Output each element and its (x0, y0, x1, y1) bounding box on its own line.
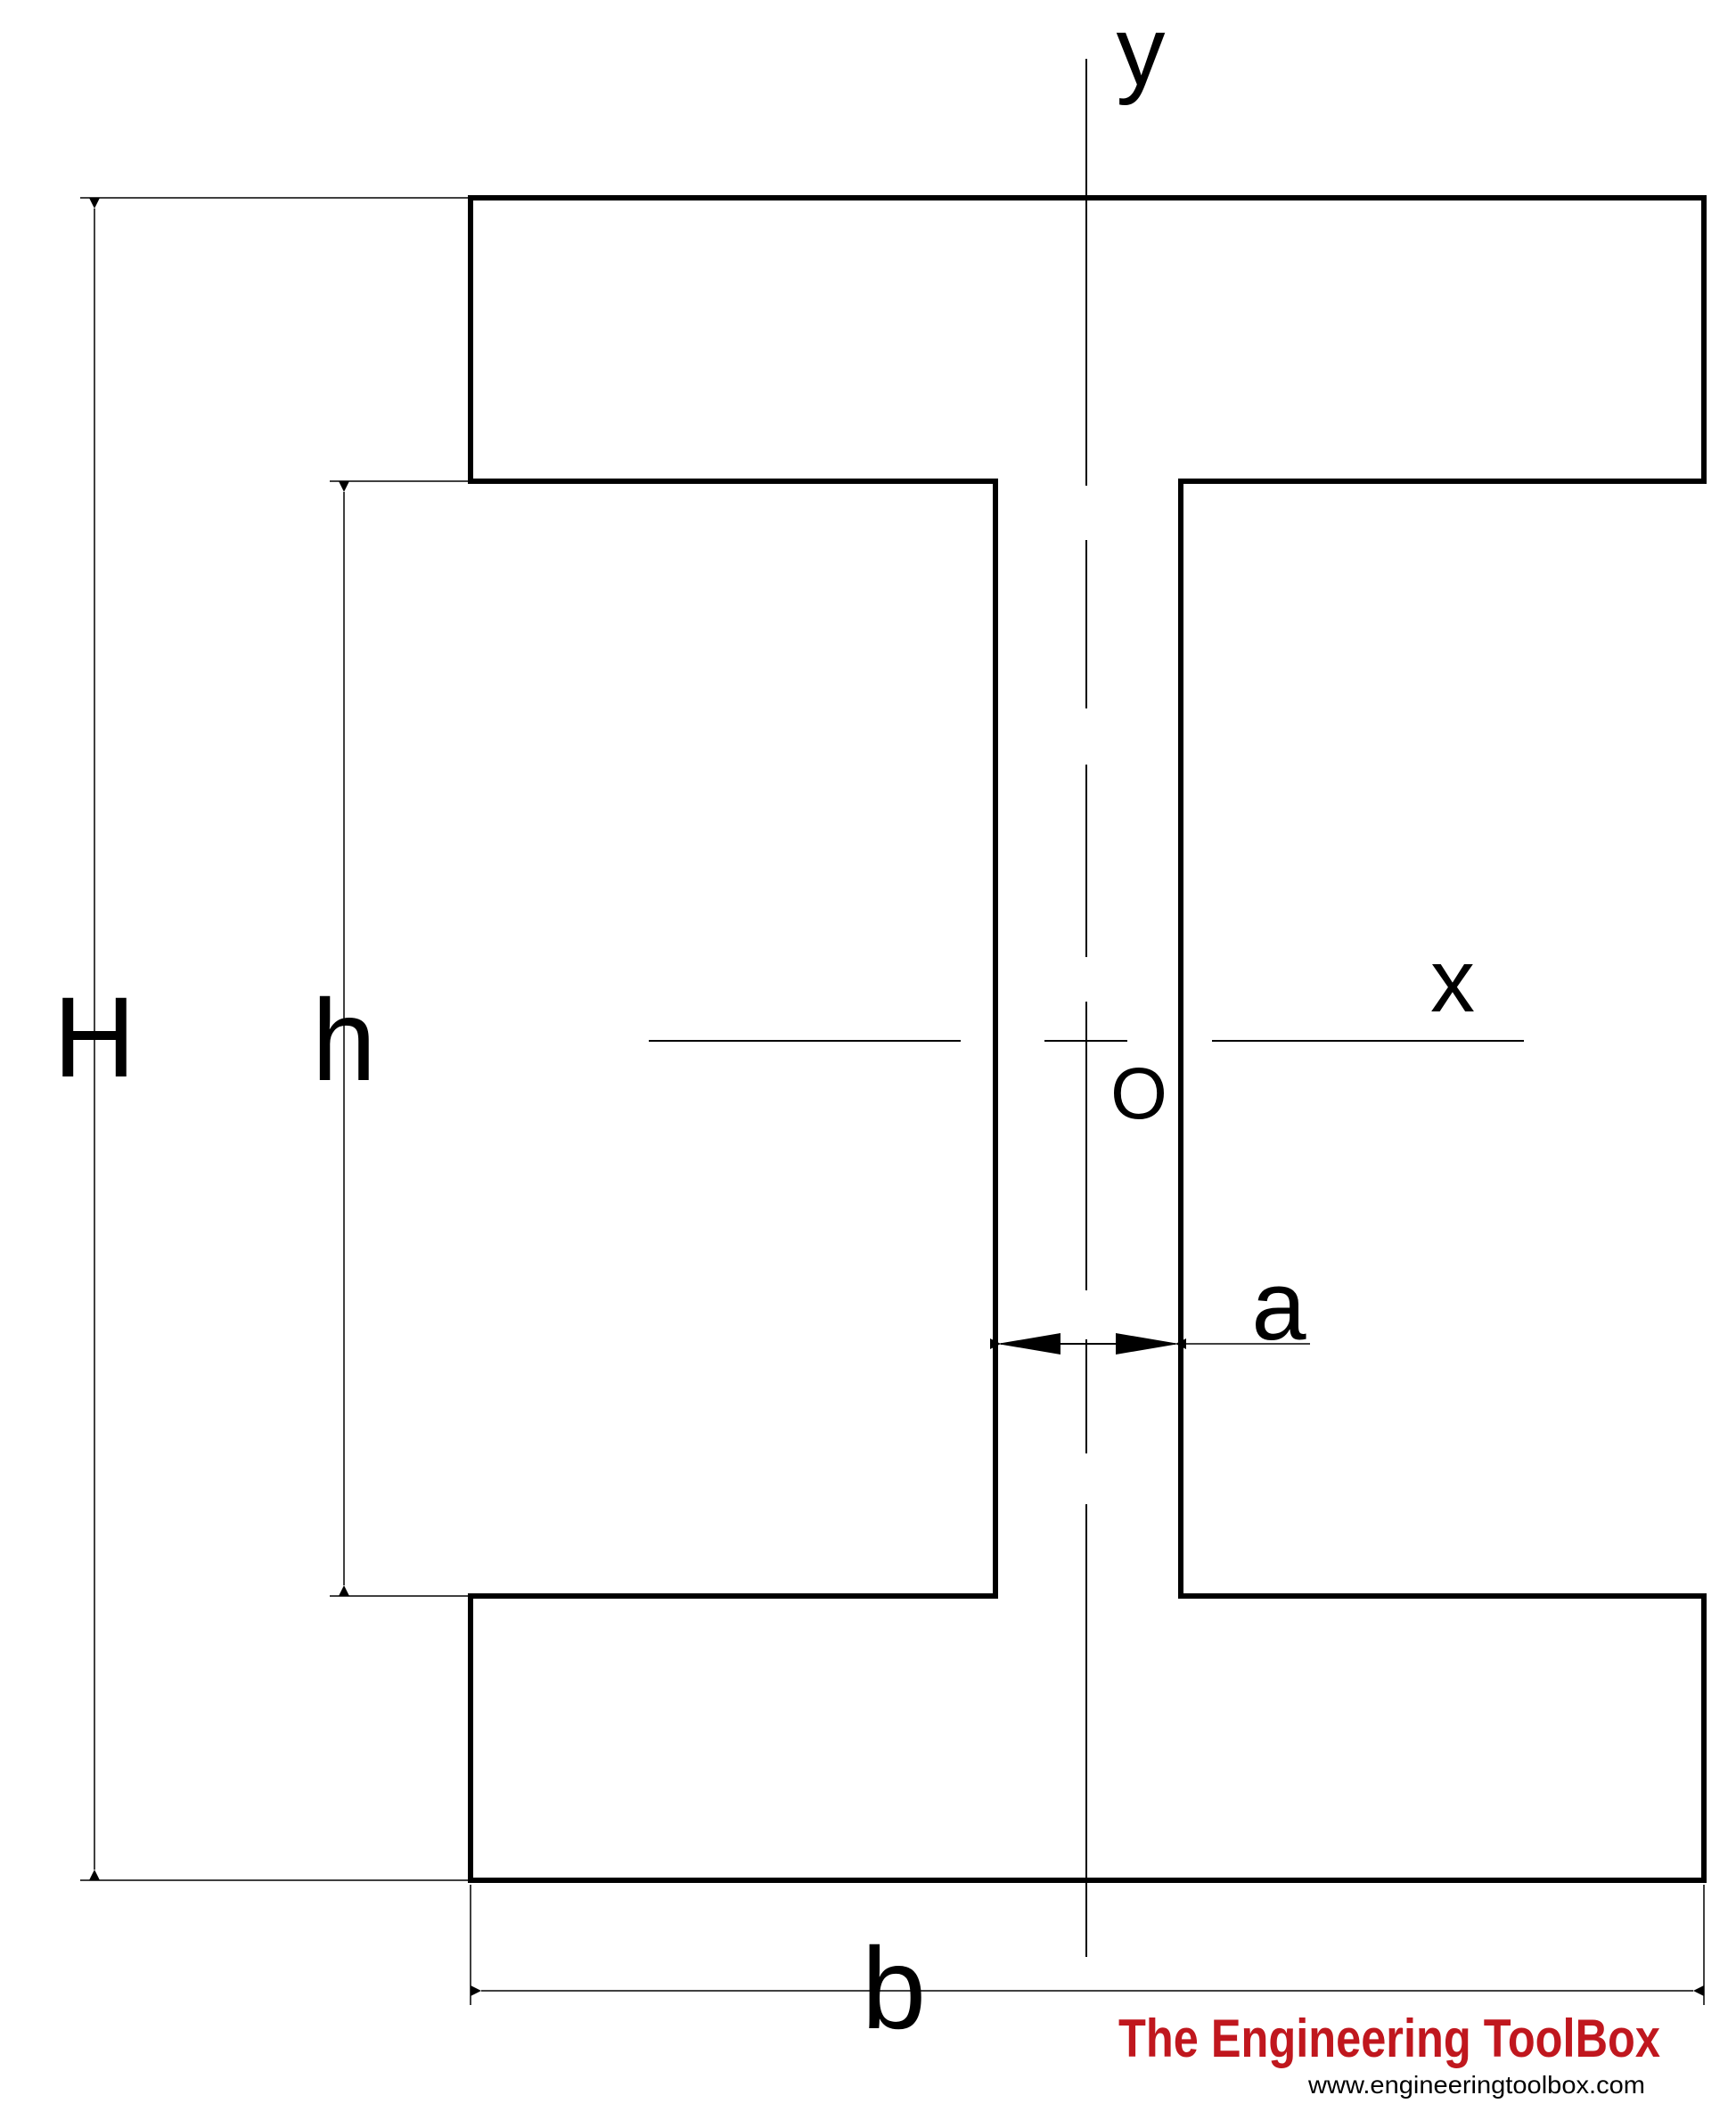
label-origin: O (1110, 1053, 1167, 1134)
label-a: a (1251, 1251, 1306, 1361)
i-beam-outline (468, 195, 1707, 1883)
dimension-arrow-a-left (997, 1333, 1060, 1355)
label-b: b (862, 1923, 926, 2053)
dimension-arrow-a-right (1116, 1333, 1179, 1355)
extension-lines (80, 197, 1705, 2005)
label-y: y (1117, 0, 1166, 106)
brand-name: The Engineering ToolBox (1118, 2009, 1660, 2068)
label-H: H (53, 974, 135, 1101)
brand-url: www.engineeringtoolbox.com (1307, 2071, 1645, 2099)
label-h: h (312, 975, 376, 1105)
label-x: x (1430, 931, 1475, 1031)
